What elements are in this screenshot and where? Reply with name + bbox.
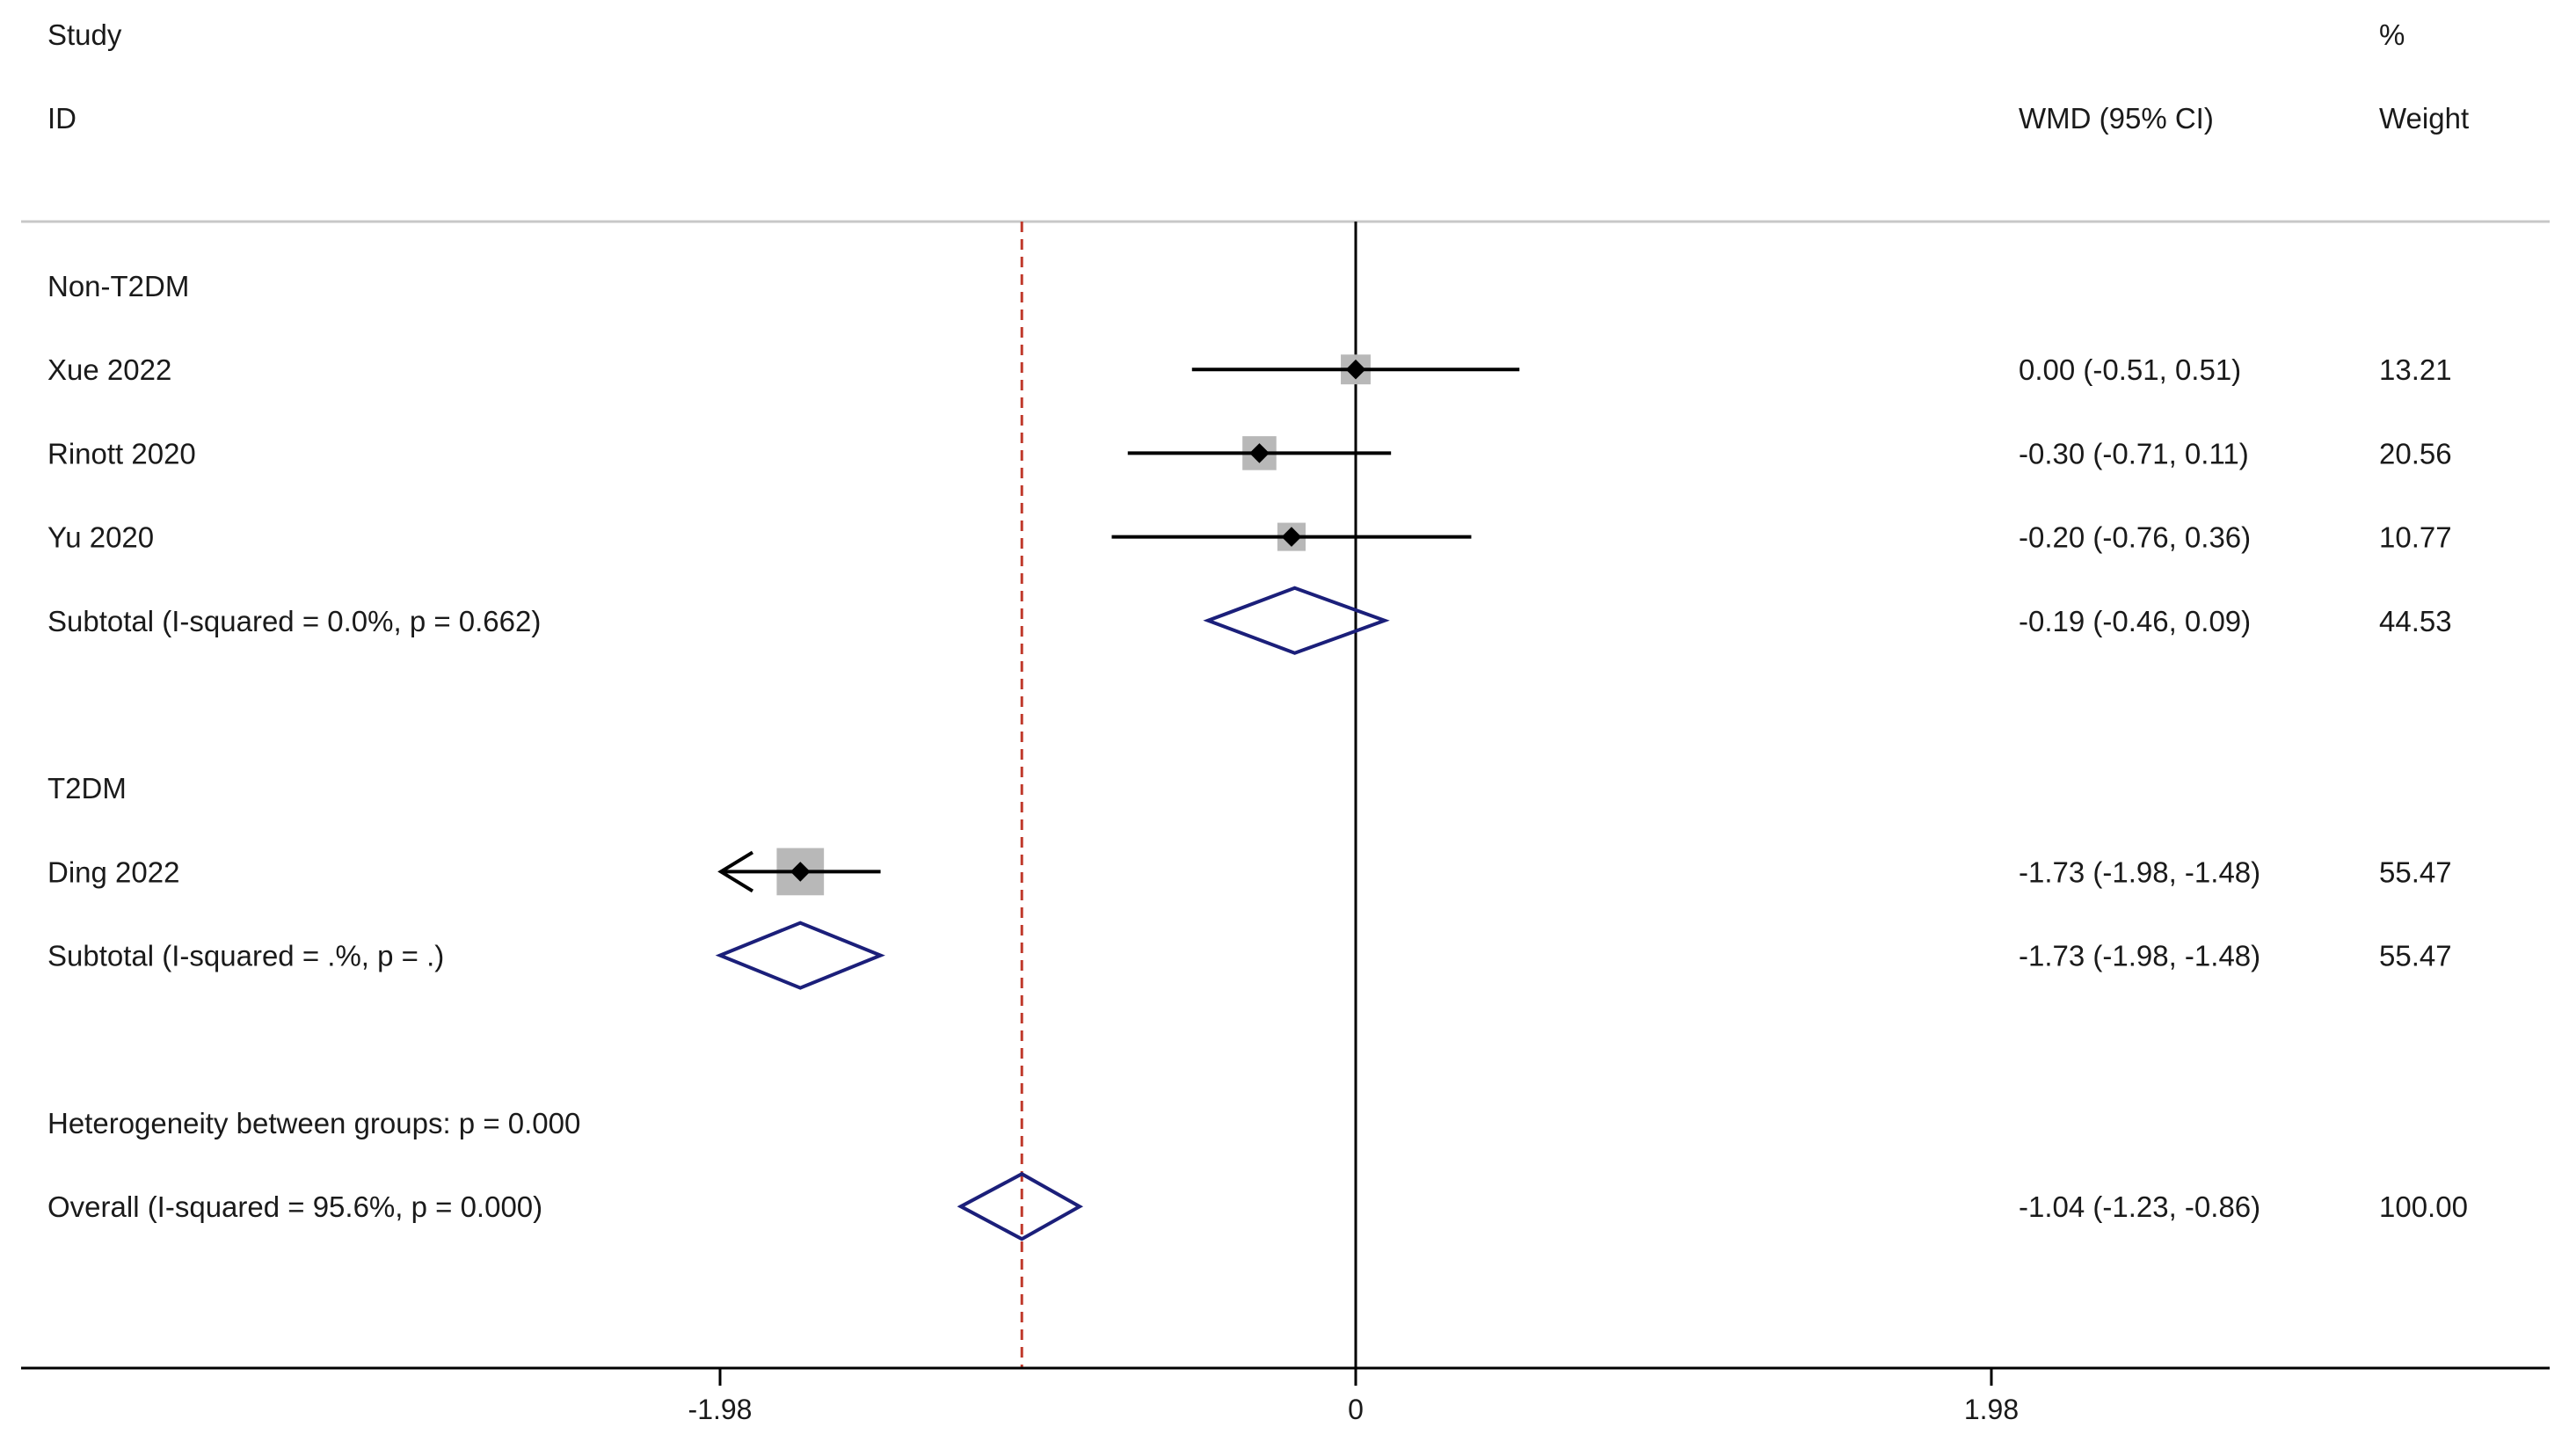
subtotal-label: Subtotal (I-squared = 0.0%, p = 0.662) [47, 605, 541, 637]
study-label: Rinott 2020 [47, 437, 196, 470]
weight-value: 10.77 [2379, 521, 2452, 554]
point-estimate-marker [1345, 359, 1366, 380]
effect-ci-text: -1.73 (-1.98, -1.48) [2019, 940, 2260, 972]
weight-value: 13.21 [2379, 353, 2452, 386]
x-axis-tick-label: -1.98 [688, 1394, 753, 1425]
effect-ci-text: 0.00 (-0.51, 0.51) [2019, 353, 2241, 386]
study-label: Yu 2020 [47, 521, 154, 554]
subtotal-diamond [715, 921, 885, 990]
point-estimate-marker [790, 862, 811, 882]
x-axis-tick-label: 0 [1348, 1394, 1364, 1425]
subtotal-diamond [1203, 586, 1390, 655]
effect-ci-text: -0.20 (-0.76, 0.36) [2019, 521, 2251, 554]
effect-ci-text: -1.73 (-1.98, -1.48) [2019, 855, 2260, 888]
x-axis-tick-label: 1.98 [1964, 1394, 2019, 1425]
overall-label: Overall (I-squared = 95.6%, p = 0.000) [47, 1190, 542, 1223]
heterogeneity-note: Heterogeneity between groups: p = 0.000 [47, 1107, 580, 1139]
study-label: Xue 2022 [47, 353, 171, 386]
overall-diamond [957, 1171, 1084, 1241]
study-column-header: Study [47, 18, 122, 51]
effect-column-header: WMD (95% CI) [2019, 102, 2214, 135]
weight-column-header: Weight [2379, 102, 2469, 135]
weight-value: 55.47 [2379, 855, 2452, 888]
subtotal-label: Subtotal (I-squared = .%, p = .) [47, 940, 444, 972]
subgroup-label: T2DM [47, 772, 127, 804]
id-column-header: ID [47, 102, 76, 135]
weight-value: 44.53 [2379, 605, 2452, 637]
study-label: Ding 2022 [47, 855, 179, 888]
forest-rows: Non-T2DM Xue 2022 0.00 (-0.51, 0.51) 13.21 R… [47, 270, 2468, 1241]
reference-lines [1020, 222, 1357, 1368]
x-axis: -1.98 0 1.98 [21, 1366, 2550, 1425]
weight-value: 20.56 [2379, 437, 2452, 470]
point-estimate-marker [1281, 527, 1302, 547]
weight-value: 55.47 [2379, 940, 2452, 972]
subgroup-label: Non-T2DM [47, 270, 189, 302]
effect-ci-text: -0.19 (-0.46, 0.09) [2019, 605, 2251, 637]
point-estimate-marker [1249, 443, 1270, 463]
effect-ci-text: -0.30 (-0.71, 0.11) [2019, 437, 2249, 470]
percent-column-header: % [2379, 18, 2405, 51]
weight-value: 100.00 [2379, 1190, 2468, 1223]
effect-ci-text: -1.04 (-1.23, -0.86) [2019, 1190, 2260, 1223]
truncated-ci-arrow-icon [717, 850, 754, 893]
